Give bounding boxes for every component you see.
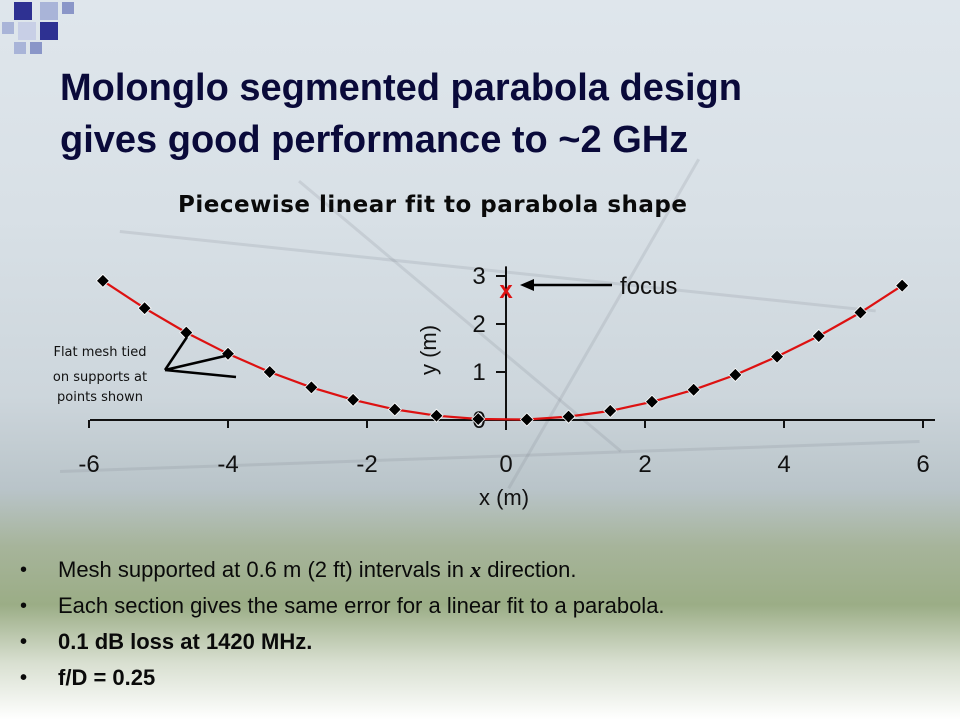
focus-marker: x	[499, 277, 513, 304]
data-point-marker	[686, 382, 701, 397]
x-axis-label: x (m)	[479, 485, 529, 510]
support-note-line-1: Flat mesh tied	[53, 345, 146, 360]
data-point-marker	[346, 392, 361, 407]
bullet-emphasis: x	[470, 557, 482, 582]
support-note-arrow	[163, 336, 189, 371]
data-point-marker	[728, 367, 743, 382]
x-tick-label: 2	[638, 451, 651, 478]
data-point-marker	[769, 349, 785, 364]
parabola-fit-line	[102, 279, 903, 421]
parabola-chart: -6-4-202463210 x (m) y (m) x focus Flat …	[53, 263, 935, 510]
data-point-marker	[644, 394, 660, 409]
title-line-1: Molonglo segmented parabola design	[60, 67, 742, 109]
chart-subtitle: Piecewise linear fit to parabola shape	[178, 192, 688, 218]
tick-labels: -6-4-202463210	[78, 263, 929, 478]
data-point-marker	[429, 408, 444, 423]
support-point-markers	[95, 273, 910, 427]
data-point-marker	[895, 278, 910, 293]
bullet-text: Mesh supported at 0.6 m (2 ft) intervals…	[58, 557, 471, 582]
decoration-square	[40, 2, 58, 20]
x-tick-label: -2	[356, 451, 377, 478]
bullet-item: Each section gives the same error for a …	[20, 588, 950, 624]
data-point-marker	[262, 364, 277, 380]
slide-title: Molonglo segmented parabola design gives…	[60, 62, 940, 166]
bullet-text: 0.1 dB loss at 1420 MHz.	[58, 629, 313, 654]
bullet-item: Mesh supported at 0.6 m (2 ft) intervals…	[20, 552, 950, 588]
decoration-square	[18, 22, 36, 40]
bullet-text: f/D = 0.25	[58, 665, 156, 690]
decoration-square	[14, 42, 26, 54]
bullet-item: f/D = 0.25	[20, 660, 950, 696]
data-point-marker	[561, 409, 576, 424]
data-point-marker	[137, 301, 152, 316]
focus-arrow-head	[520, 279, 534, 291]
y-tick-label: 2	[472, 311, 485, 338]
x-tick-label: -4	[217, 451, 238, 478]
support-note-arrow	[164, 354, 226, 372]
data-point-marker	[853, 305, 868, 320]
decoration-square	[2, 22, 14, 34]
data-point-marker	[603, 403, 618, 418]
focus-label: focus	[620, 273, 677, 300]
data-point-marker	[304, 380, 319, 395]
x-tick-label: -6	[78, 451, 99, 478]
y-axis-label: y (m)	[416, 325, 441, 375]
x-tick-label: 4	[777, 451, 790, 478]
bullet-text: Each section gives the same error for a …	[58, 593, 665, 618]
support-note-line-2: on supports at	[53, 370, 147, 385]
decoration-square	[14, 2, 32, 20]
bullet-item: 0.1 dB loss at 1420 MHz.	[20, 624, 950, 660]
title-line-2: gives good performance to ~2 GHz	[60, 119, 689, 161]
support-note-arrow	[164, 368, 237, 379]
data-point-marker	[95, 273, 110, 288]
x-tick-label: 6	[916, 451, 929, 478]
data-point-marker	[811, 328, 826, 344]
y-tick-label: 1	[472, 359, 485, 386]
decoration-square	[40, 22, 58, 40]
x-tick-label: 0	[499, 451, 512, 478]
bullet-text-end: direction.	[481, 557, 577, 582]
y-tick-label: 3	[472, 263, 485, 290]
bullet-list: Mesh supported at 0.6 m (2 ft) intervals…	[20, 552, 950, 696]
decoration-square	[62, 2, 74, 14]
data-point-marker	[220, 346, 236, 361]
data-point-marker	[471, 411, 486, 427]
decoration-square	[30, 42, 42, 54]
data-point-marker	[387, 402, 402, 417]
data-point-marker	[519, 412, 534, 427]
support-note-line-3: points shown	[57, 390, 143, 405]
